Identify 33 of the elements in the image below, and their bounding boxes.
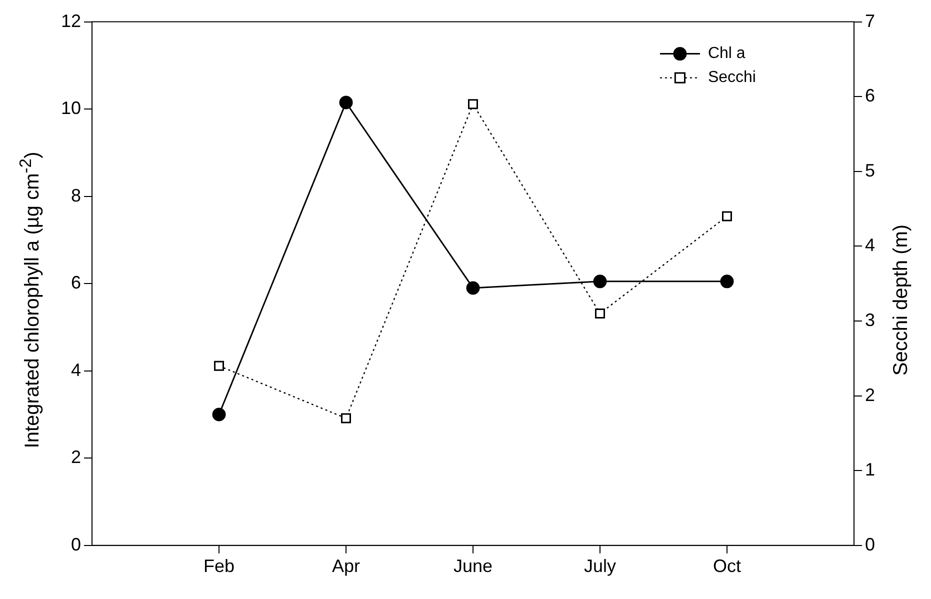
y-tick-label: 4 (71, 360, 82, 380)
y2-tick-label: 3 (864, 310, 876, 330)
point (593, 274, 607, 288)
point (722, 211, 732, 222)
y-tick-label: 0 (71, 534, 82, 554)
y2-tick-label: 2 (864, 384, 876, 405)
y2-tick-label: 7 (864, 10, 876, 31)
y-tick-label: 2 (71, 447, 82, 468)
point (341, 413, 352, 424)
y-tick-label: 10 (60, 98, 82, 118)
legend-label: Secchi (708, 69, 756, 86)
y2-tick-label: 5 (864, 160, 876, 180)
point (595, 308, 605, 319)
x-tick-label: June (453, 556, 493, 576)
x-tick-label: Feb (204, 556, 235, 576)
x-tick-label: Apr (332, 556, 360, 576)
legend-label: Chl a (708, 45, 746, 62)
y2-tick-label: 0 (864, 534, 876, 554)
x-tick-label: July (584, 556, 616, 576)
y2-axis-title: Secchi depth (m) (890, 224, 912, 376)
y-tick-label: 12 (60, 10, 82, 31)
y2-tick-label: 4 (864, 235, 876, 256)
y-tick-label: 8 (71, 185, 82, 206)
point (720, 274, 734, 288)
point (468, 99, 478, 110)
point (466, 281, 480, 295)
y2-tick-label: 1 (864, 460, 876, 480)
point (214, 360, 224, 371)
y-tick-label: 6 (71, 272, 82, 293)
x-tick-label: Oct (712, 556, 741, 576)
point (339, 96, 353, 110)
y2-tick-label: 6 (864, 86, 876, 106)
point (212, 408, 226, 422)
